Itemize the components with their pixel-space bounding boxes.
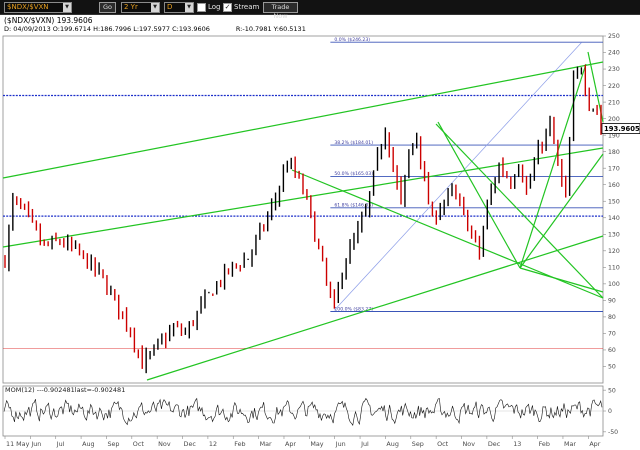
- y-tick-label: 70: [608, 331, 616, 338]
- x-tick-label: Oct: [437, 440, 449, 448]
- last-price-tag: [601, 123, 640, 134]
- x-tick-label: Jun: [335, 440, 346, 448]
- x-tick-label: Jul: [360, 440, 369, 448]
- period-select[interactable]: 2 Yr ▼: [121, 2, 160, 13]
- y-tick-label: 110: [608, 265, 620, 272]
- range-values: R:-10.7981 Y:60.5131: [235, 25, 306, 33]
- stream-label: Stream: [234, 3, 260, 11]
- x-tick-label: Sep: [412, 440, 424, 448]
- momentum-tick-label: -50: [608, 429, 618, 436]
- x-tick-label: Apr: [285, 440, 296, 448]
- y-tick-label: 100: [608, 281, 620, 288]
- y-tick-label: 140: [608, 215, 620, 222]
- momentum-label: MOM(12) ---0.902481last=-0.902481: [5, 386, 125, 394]
- price-bars: [4, 64, 602, 374]
- x-tick-label: Jun: [30, 440, 41, 448]
- y-tick-label: 90: [608, 298, 616, 305]
- symbol-input[interactable]: $NDX/$VXN ▼: [4, 2, 72, 13]
- x-tick-label: Aug: [386, 440, 398, 448]
- channel-line: [519, 153, 604, 269]
- y-tick-label: 150: [608, 198, 620, 205]
- y-tick-label: 170: [608, 165, 620, 172]
- fibonacci-trend-line: [334, 42, 582, 311]
- x-tick-label: Jul: [56, 440, 65, 448]
- y-tick-label: 240: [608, 50, 620, 57]
- last-price-value: 193.96058: [604, 125, 640, 133]
- ohlc-values: D: 04/09/2013 O:199.6714 H:186.7996 L:19…: [4, 25, 210, 33]
- y-tick-label: 80: [608, 314, 616, 321]
- y-tick-label: 230: [608, 66, 620, 73]
- x-tick-label: Dec: [488, 440, 501, 448]
- fibonacci-level-label: 100.0% ($83.27): [334, 306, 373, 312]
- chevron-down-icon[interactable]: ▼: [185, 3, 193, 12]
- toolbar: $NDX/$VXN ▼ Go 2 Yr ▼ D ▼ Log ✓ Stream T…: [0, 0, 640, 20]
- symbol-value: $NDX/$VXN: [7, 3, 49, 11]
- fibonacci-level-label: 38.2% ($184.01): [334, 140, 373, 146]
- y-tick-label: 60: [608, 347, 616, 354]
- y-tick-label: 220: [608, 83, 620, 90]
- log-checkbox[interactable]: [197, 3, 206, 12]
- channel-line: [519, 267, 604, 293]
- y-tick-label: 120: [608, 248, 620, 255]
- trade-now-button[interactable]: Trade Now: [263, 2, 298, 20]
- x-tick-label: 11 May: [6, 440, 30, 448]
- y-tick-label: 190: [608, 132, 620, 139]
- x-tick-label: Mar: [564, 440, 576, 448]
- y-tick-label: 180: [608, 149, 620, 156]
- interval-value: D: [167, 3, 173, 11]
- channel-line: [435, 123, 604, 299]
- chevron-down-icon[interactable]: ▼: [151, 3, 159, 12]
- period-value: 2 Yr: [124, 3, 138, 11]
- fibonacci-level-label: 61.8% ($146.03): [334, 203, 373, 209]
- symbol-line: ($NDX/$VXN) 193.9606: [4, 16, 93, 25]
- x-tick-label: May: [310, 440, 323, 448]
- y-tick-label: 130: [608, 231, 620, 238]
- y-tick-label: 250: [608, 33, 620, 40]
- interval-select[interactable]: D ▼: [164, 2, 194, 13]
- x-tick-label: Sep: [107, 440, 119, 448]
- x-tick-label: 13: [513, 440, 521, 448]
- y-tick-label: 50: [608, 364, 616, 371]
- momentum-series: [3, 397, 603, 426]
- chevron-down-icon[interactable]: ▼: [63, 3, 71, 12]
- y-tick-label: 200: [608, 116, 620, 123]
- y-tick-label: 160: [608, 182, 620, 189]
- price-panel: [2, 35, 604, 384]
- channel-line: [2, 147, 604, 248]
- channel-line: [2, 61, 604, 179]
- x-tick-label: Nov: [158, 440, 171, 448]
- x-tick-label: Feb: [539, 440, 550, 448]
- ohlc-line: D: 04/09/2013 O:199.6714 H:186.7996 L:19…: [4, 25, 306, 33]
- log-label: Log: [208, 3, 221, 11]
- momentum-tick-label: 50: [608, 387, 616, 394]
- x-tick-label: Feb: [234, 440, 245, 448]
- y-tick-label: 210: [608, 99, 620, 106]
- momentum-tick-label: 0: [608, 408, 612, 415]
- channel-line: [146, 235, 604, 381]
- x-tick-label: 12: [209, 440, 217, 448]
- channel-line: [437, 121, 521, 269]
- fibonacci-level-label: 50.0% ($165.03): [334, 171, 373, 177]
- x-tick-label: Dec: [184, 440, 197, 448]
- x-tick-label: Nov: [463, 440, 476, 448]
- x-tick-label: Apr: [589, 440, 600, 448]
- go-button[interactable]: Go: [99, 2, 116, 13]
- x-tick-label: Oct: [133, 440, 145, 448]
- fibonacci-level-label: 0.0% ($246.23): [334, 37, 370, 43]
- x-tick-label: Aug: [82, 440, 94, 448]
- stream-checkbox[interactable]: ✓: [223, 3, 232, 12]
- channel-line: [519, 63, 587, 269]
- x-tick-label: Mar: [260, 440, 272, 448]
